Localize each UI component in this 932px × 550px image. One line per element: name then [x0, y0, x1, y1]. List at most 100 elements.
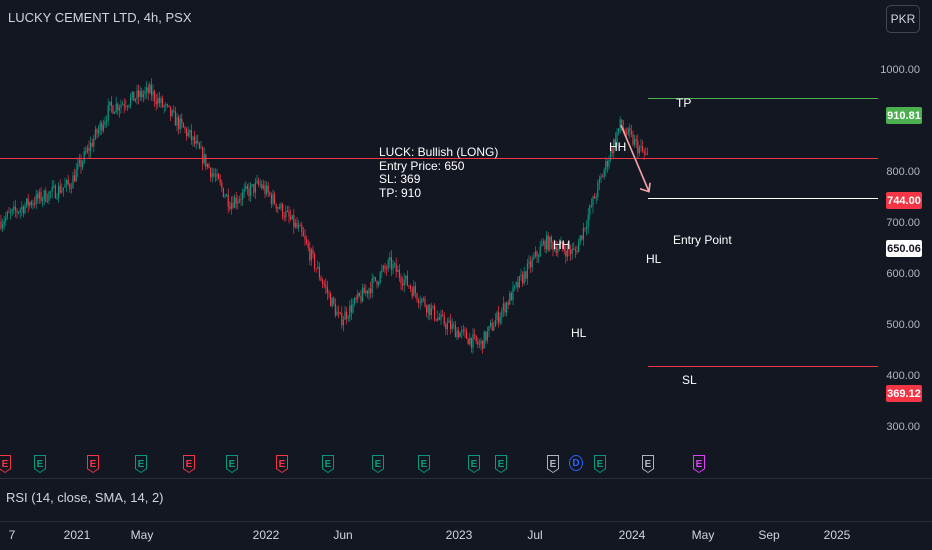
- hh-label[interactable]: HH: [609, 140, 627, 154]
- candle-body: [486, 331, 488, 341]
- candle-body: [453, 324, 455, 326]
- earnings-marker[interactable]: E: [135, 455, 147, 473]
- candle-body: [485, 331, 487, 341]
- candle-body: [488, 326, 490, 332]
- candle-body: [554, 246, 556, 250]
- candle-body: [235, 197, 237, 204]
- candle-body: [494, 320, 496, 327]
- rsi-indicator-label[interactable]: RSI (14, close, SMA, 14, 2): [6, 490, 164, 505]
- candle-body: [179, 118, 181, 130]
- earnings-marker[interactable]: E: [693, 455, 705, 473]
- candle-body: [126, 106, 128, 108]
- candle-body: [88, 147, 90, 151]
- hl-label[interactable]: HL: [571, 326, 587, 340]
- candle-body: [168, 105, 170, 107]
- projection-arrow-shaft[interactable]: [620, 124, 650, 193]
- candle-body: [110, 101, 112, 106]
- entry-point-label[interactable]: Entry Point: [673, 233, 732, 247]
- time-tick: 7: [8, 528, 16, 542]
- event-marker-label: E: [694, 456, 704, 472]
- entry-price-badge: 650.06: [886, 240, 922, 257]
- candle-body: [238, 199, 240, 202]
- currency-button[interactable]: PKR: [886, 5, 920, 33]
- trade-note[interactable]: LUCK: Bullish (LONG) Entry Price: 650 SL…: [379, 145, 499, 200]
- candle-body: [19, 209, 21, 213]
- candle-body: [232, 202, 234, 208]
- candle-body: [189, 130, 191, 133]
- price-tick: 300.00: [886, 421, 920, 433]
- candle-body: [408, 285, 410, 287]
- candle-body: [560, 242, 562, 244]
- time-tick: 2025: [823, 528, 851, 542]
- candle-body: [376, 280, 378, 285]
- earnings-marker[interactable]: E: [495, 455, 507, 473]
- candle-body: [90, 143, 92, 151]
- candle-body: [525, 271, 527, 279]
- candle-body: [357, 293, 359, 300]
- earnings-marker[interactable]: E: [34, 455, 46, 473]
- projection-arrow-head: [639, 182, 651, 193]
- candle-body: [328, 292, 330, 294]
- candle-body: [416, 293, 418, 300]
- candle-body: [78, 159, 80, 164]
- price-tick: 700.00: [886, 217, 920, 229]
- candle-body: [390, 257, 392, 270]
- candle-body: [531, 259, 533, 268]
- candle-body: [24, 205, 26, 214]
- earnings-marker[interactable]: E: [642, 455, 654, 473]
- candle-body: [222, 188, 224, 198]
- candle-body: [422, 298, 424, 300]
- earnings-marker[interactable]: E: [0, 455, 11, 473]
- candle-body: [320, 277, 322, 281]
- earnings-marker[interactable]: E: [594, 455, 606, 473]
- candle-body: [646, 153, 648, 155]
- candle-body: [323, 283, 325, 286]
- earnings-marker[interactable]: E: [468, 455, 480, 473]
- candle-body: [123, 104, 125, 107]
- tp-label[interactable]: TP: [676, 96, 692, 110]
- candle-body: [373, 277, 375, 279]
- candle-body: [366, 290, 368, 294]
- candle-body: [403, 279, 405, 286]
- sl-label[interactable]: SL: [682, 373, 697, 387]
- candle-body: [442, 314, 444, 316]
- candle-body: [246, 186, 248, 189]
- candle-body: [192, 136, 194, 140]
- candle-body: [522, 274, 524, 284]
- candle-body: [642, 146, 644, 152]
- earnings-marker[interactable]: E: [547, 455, 559, 473]
- event-marker-label: E: [643, 456, 653, 472]
- candle-body: [14, 206, 16, 211]
- candle-body: [592, 196, 594, 207]
- earnings-marker[interactable]: E: [276, 455, 288, 473]
- earnings-marker[interactable]: E: [183, 455, 195, 473]
- candle-body: [309, 247, 311, 261]
- candle-body: [187, 132, 189, 136]
- event-marker-label: E: [373, 456, 383, 472]
- earnings-marker[interactable]: E: [372, 455, 384, 473]
- candle-body: [245, 186, 247, 190]
- earnings-marker[interactable]: E: [87, 455, 99, 473]
- candle-body: [344, 311, 346, 320]
- candle-body: [509, 293, 511, 305]
- symbol-title[interactable]: LUCKY CEMENT LTD, 4h, PSX: [8, 10, 192, 25]
- earnings-marker[interactable]: E: [322, 455, 334, 473]
- hh-label[interactable]: HH: [553, 238, 571, 252]
- earnings-marker[interactable]: E: [226, 455, 238, 473]
- candle-body: [563, 247, 565, 251]
- candle-body: [58, 185, 60, 198]
- earnings-marker[interactable]: E: [418, 455, 430, 473]
- candle-body: [285, 211, 287, 218]
- candle-body: [504, 303, 506, 313]
- candle-body: [261, 184, 263, 189]
- candle-body: [37, 194, 39, 199]
- dividend-marker[interactable]: D: [569, 455, 583, 471]
- candle-body: [165, 104, 167, 106]
- candle-body: [46, 200, 48, 202]
- candle-body: [64, 184, 66, 188]
- trade-note-line: LUCK: Bullish (LONG): [379, 145, 499, 159]
- hl-label[interactable]: HL: [646, 252, 662, 266]
- candle-body: [138, 90, 140, 98]
- candles-group: [0, 78, 648, 354]
